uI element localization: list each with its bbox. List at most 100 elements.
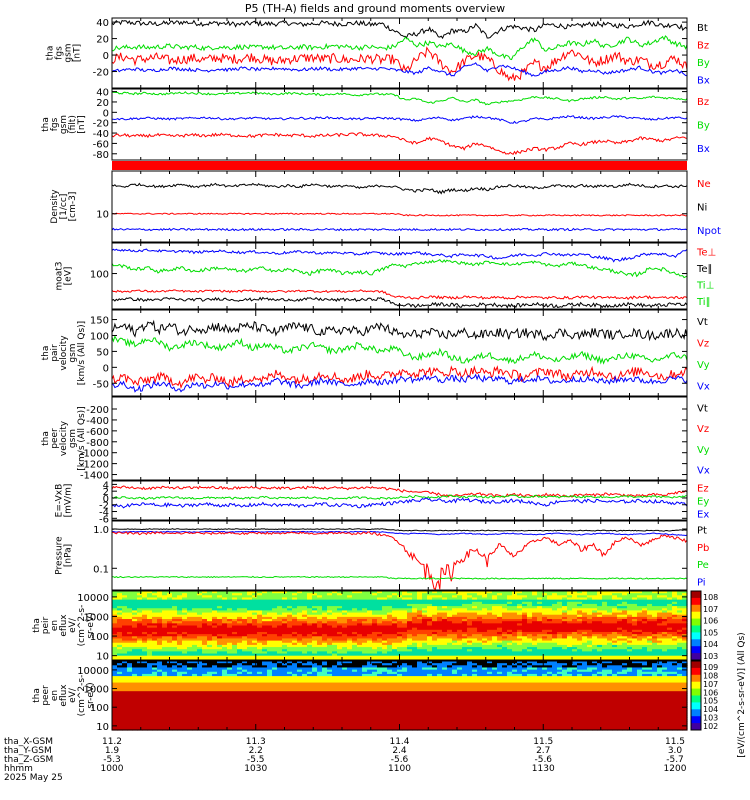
- heatmap-cell: [187, 673, 193, 677]
- heatmap-cell: [642, 655, 648, 659]
- heatmap-cell: [612, 644, 618, 648]
- heatmap-cell: [387, 627, 393, 631]
- heatmap-cell: [557, 634, 563, 637]
- heatmap-cell: [592, 623, 598, 627]
- heatmap-cell: [237, 606, 243, 609]
- heatmap-cell: [447, 623, 453, 627]
- heatmap-cell: [502, 657, 508, 661]
- heatmap-cell: [112, 689, 118, 692]
- heatmap-cell: [232, 593, 238, 596]
- heatmap-cell: [122, 671, 128, 675]
- heatmap-cell: [132, 638, 138, 642]
- heatmap-cell: [212, 614, 218, 618]
- heatmap-cell: [582, 603, 588, 607]
- heatmap-cell: [447, 634, 453, 637]
- heatmap-cell: [632, 601, 638, 605]
- heatmap-cell: [452, 614, 458, 618]
- heatmap-cell: [212, 591, 218, 594]
- heatmap-cell: [177, 676, 183, 679]
- heatmap-cell: [162, 642, 168, 646]
- heatmap-cell: [367, 636, 373, 640]
- heatmap-cell: [357, 606, 363, 609]
- series-line-0: [111, 248, 688, 263]
- heatmap-cell: [537, 634, 543, 637]
- heatmap-cell: [277, 653, 283, 657]
- heatmap-cell: [392, 653, 398, 657]
- heatmap-cell: [487, 619, 493, 622]
- heatmap-cell: [567, 638, 573, 642]
- heatmap-cell: [342, 655, 348, 659]
- heatmap-cell: [562, 616, 568, 620]
- heatmap-cell: [297, 640, 303, 644]
- heatmap-cell: [402, 651, 408, 655]
- heatmap-cell: [402, 647, 408, 650]
- heatmap-cell: [477, 629, 483, 633]
- heatmap-cell: [382, 631, 388, 635]
- heatmap-cell: [572, 640, 578, 644]
- heatmap-cell: [197, 642, 203, 646]
- heatmap-cell: [272, 623, 278, 627]
- heatmap-cell: [172, 653, 178, 657]
- heatmap-cell: [607, 657, 613, 661]
- heatmap-cell: [452, 647, 458, 650]
- heatmap-cell: [277, 651, 283, 655]
- heatmap-cell: [192, 653, 198, 657]
- heatmap-cell: [412, 627, 418, 631]
- y-tick-label: -6: [99, 514, 109, 525]
- heatmap-cell: [342, 647, 348, 650]
- heatmap-cell: [207, 706, 213, 710]
- heatmap-cell: [677, 616, 683, 620]
- heatmap-cell: [382, 653, 388, 657]
- heatmap-cell: [472, 629, 478, 633]
- heatmap-cell: [217, 640, 223, 644]
- colorbar-segment: [691, 625, 701, 633]
- heatmap-cell: [162, 665, 168, 669]
- heatmap-cell: [127, 706, 133, 710]
- heatmap-cell: [377, 636, 383, 640]
- heatmap-cell: [282, 623, 288, 627]
- heatmap-cell: [547, 638, 553, 642]
- heatmap-cell: [512, 603, 518, 607]
- heatmap-cell: [577, 634, 583, 637]
- heatmap-cell: [382, 599, 388, 603]
- heatmap-cell: [622, 610, 628, 614]
- heatmap-cell: [357, 657, 363, 661]
- heatmap-cell: [587, 634, 593, 637]
- heatmap-cell: [602, 631, 608, 635]
- heatmap-cell: [187, 591, 193, 594]
- heatmap-cell: [557, 644, 563, 648]
- heatmap-cell: [112, 634, 118, 637]
- heatmap-cell: [192, 727, 198, 731]
- heatmap-cell: [607, 638, 613, 642]
- heatmap-cell: [272, 608, 278, 612]
- heatmap-cell: [377, 651, 383, 655]
- heatmap-cell: [207, 723, 213, 727]
- heatmap-cell: [227, 619, 233, 622]
- heatmap-cell: [672, 612, 678, 616]
- heatmap-cell: [462, 649, 468, 652]
- heatmap-cell: [202, 621, 208, 624]
- y-axis-label: (filt): [68, 115, 78, 134]
- heatmap-cell: [257, 621, 263, 624]
- heatmap-cell: [622, 608, 628, 612]
- heatmap-cell: [582, 651, 588, 655]
- heatmap-cell: [232, 623, 238, 627]
- heatmap-cell: [302, 606, 308, 609]
- heatmap-cell: [147, 712, 153, 716]
- heatmap-cell: [322, 623, 328, 627]
- heatmap-cell: [532, 591, 538, 594]
- heatmap-cell: [167, 608, 173, 612]
- heatmap-cell: [187, 719, 193, 722]
- heatmap-cell: [667, 597, 673, 601]
- heatmap-cell: [132, 667, 138, 671]
- heatmap-cell: [662, 625, 668, 629]
- heatmap-cell: [392, 616, 398, 620]
- heatmap-cell: [327, 657, 333, 661]
- heatmap-cell: [412, 638, 418, 642]
- heatmap-cell: [322, 647, 328, 650]
- heatmap-cell: [682, 638, 688, 642]
- heatmap-cell: [502, 610, 508, 614]
- heatmap-cell: [427, 603, 433, 607]
- heatmap-cell: [212, 597, 218, 601]
